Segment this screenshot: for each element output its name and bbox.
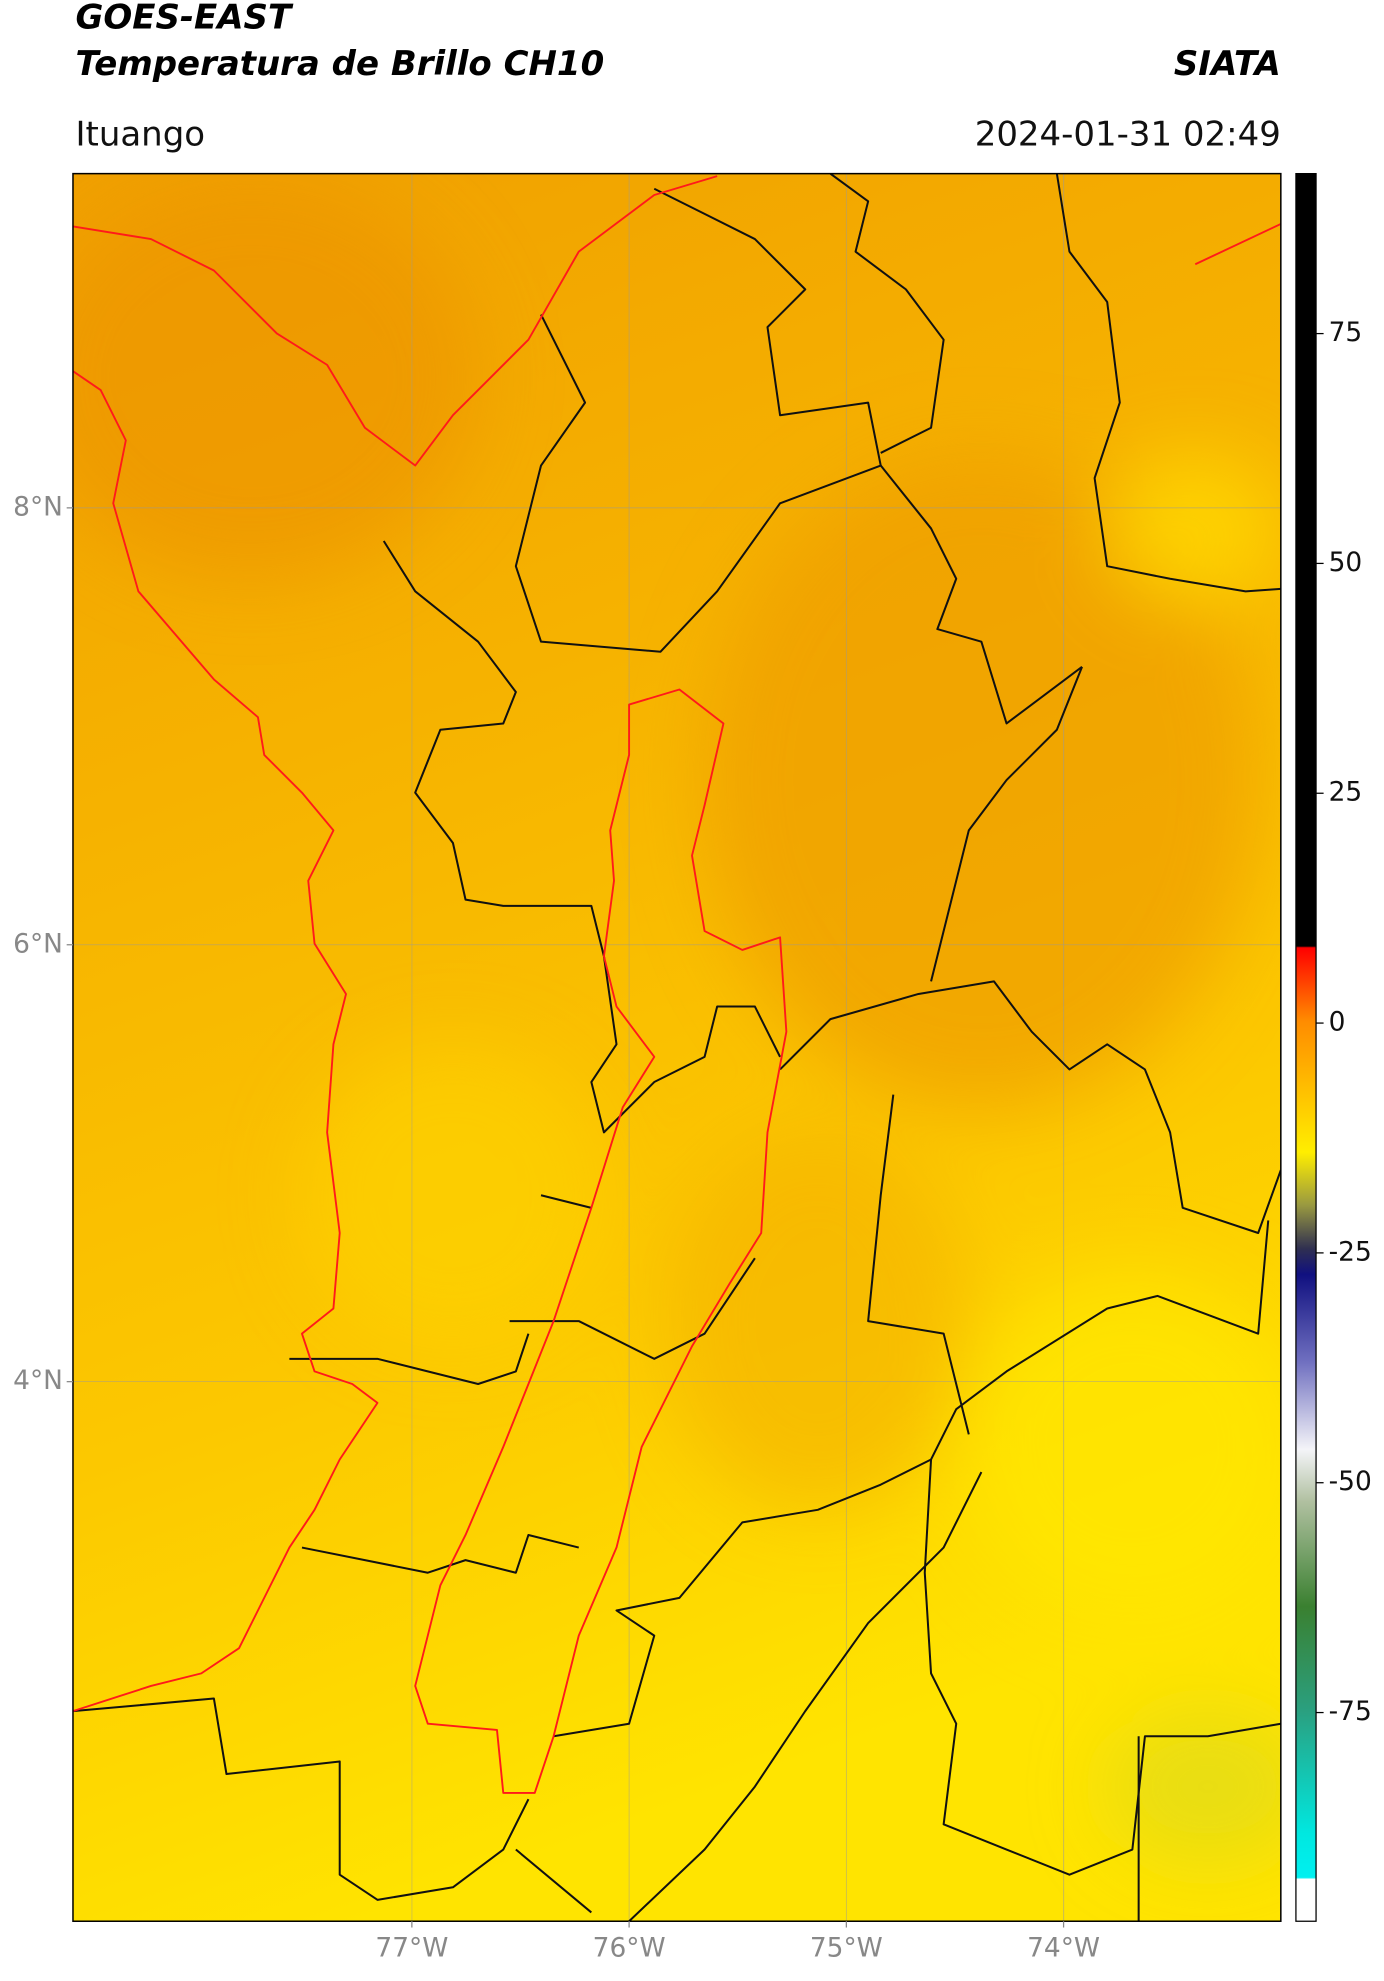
colorbar bbox=[1295, 172, 1317, 1922]
x-tick-label: 74°W bbox=[1027, 1932, 1100, 1963]
org-label: SIATA bbox=[1174, 44, 1281, 84]
region-label: Ituango bbox=[75, 114, 205, 154]
x-tick-label: 76°W bbox=[593, 1932, 666, 1963]
colorbar-tick-label: 75 bbox=[1329, 317, 1363, 348]
y-tick-label: 4°N bbox=[13, 1365, 63, 1396]
boundaries bbox=[72, 173, 1281, 1922]
colorbar-tick-label: 25 bbox=[1329, 777, 1363, 808]
datetime-label: 2024-01-31 02:49 bbox=[975, 114, 1281, 154]
subtitle: Temperatura de Brillo CH10 bbox=[75, 44, 604, 84]
title: GOES-EAST bbox=[75, 0, 293, 37]
colorbar-tick-label: 50 bbox=[1329, 547, 1363, 578]
colorbar-tick-label: -50 bbox=[1329, 1466, 1372, 1497]
y-tick-label: 6°N bbox=[13, 928, 63, 959]
colorbar-tick-label: -75 bbox=[1329, 1696, 1372, 1727]
x-tick-label: 77°W bbox=[375, 1932, 448, 1963]
coastline-and-basin bbox=[72, 175, 1281, 1794]
temperature-field bbox=[72, 176, 1281, 1863]
colorbar-tick-label: 0 bbox=[1329, 1007, 1346, 1038]
map-area bbox=[72, 173, 1281, 1922]
y-tick-label: 8°N bbox=[13, 491, 63, 522]
map-frame bbox=[72, 172, 1282, 1922]
colorbar-tick-label: -25 bbox=[1329, 1236, 1372, 1267]
x-tick-label: 75°W bbox=[810, 1932, 883, 1963]
